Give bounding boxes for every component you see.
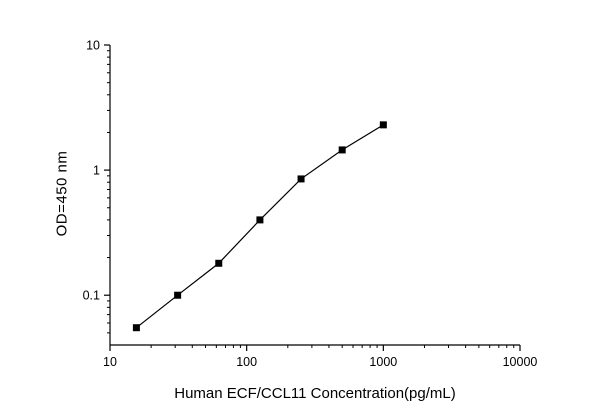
- y-axis-title: OD=450 nm: [53, 150, 71, 237]
- data-line: [136, 124, 384, 329]
- data-point: [132, 324, 140, 332]
- data-point: [256, 216, 264, 224]
- x-tick-label: 1000: [369, 355, 397, 369]
- x-tick-label: 10000: [503, 355, 538, 369]
- y-tick-label: 0.1: [83, 289, 100, 303]
- x-axis-title: Human ECF/CCL11 Concentration(pg/mL): [174, 385, 456, 402]
- y-tick-label: 1: [93, 164, 100, 178]
- data-point: [297, 175, 305, 183]
- data-point: [215, 259, 223, 267]
- data-point: [338, 146, 346, 154]
- x-tick-label: 100: [236, 355, 257, 369]
- y-tick-label: 10: [86, 39, 100, 53]
- data-point: [379, 121, 387, 129]
- data-point: [174, 291, 182, 299]
- x-tick-label: 10: [103, 355, 117, 369]
